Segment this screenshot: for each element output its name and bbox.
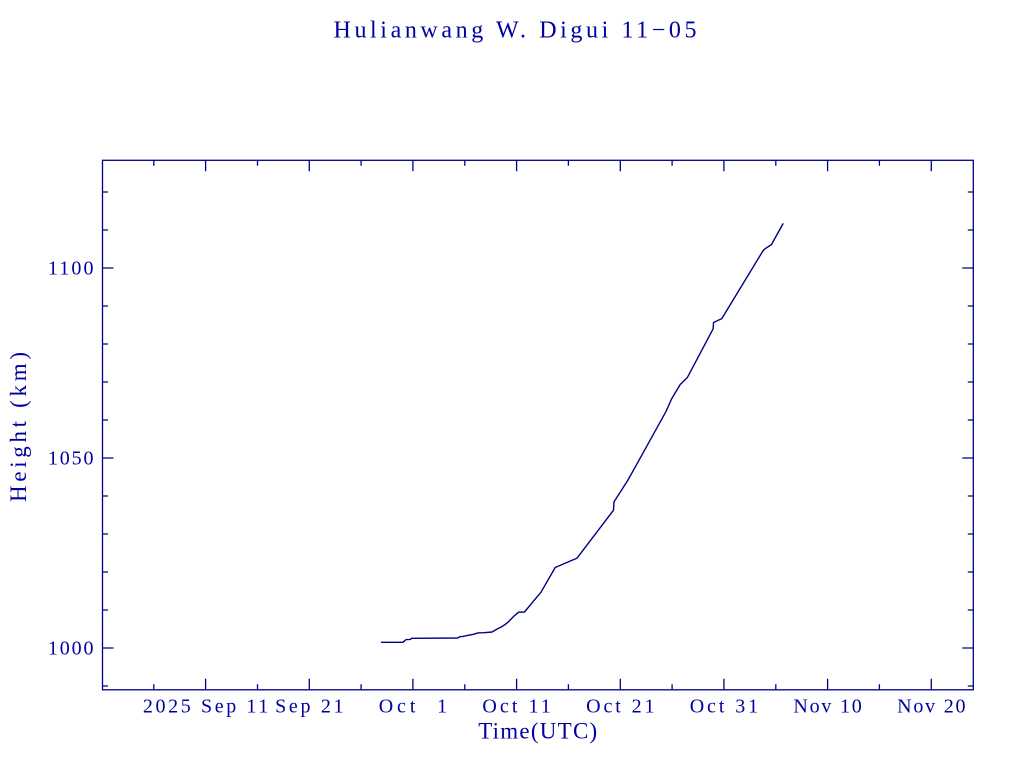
svg-text:1050: 1050 [48, 447, 94, 469]
svg-text:1000: 1000 [48, 637, 94, 659]
svg-text:Nov 10: Nov 10 [793, 695, 861, 717]
svg-text:Oct 11: Oct 11 [482, 695, 550, 717]
svg-text:Sep 21: Sep 21 [275, 695, 343, 717]
svg-text:Time(UTC): Time(UTC) [478, 718, 597, 743]
svg-text:2025 Sep 11: 2025 Sep 11 [143, 695, 268, 717]
svg-text:Oct 31: Oct 31 [690, 695, 758, 717]
svg-text:Hulianwang W. Digui 11−05: Hulianwang W. Digui 11−05 [334, 18, 697, 44]
svg-text:Nov 20: Nov 20 [897, 695, 965, 717]
svg-text:1100: 1100 [48, 257, 94, 279]
svg-text:Height (km): Height (km) [6, 352, 31, 502]
svg-text:Oct 21: Oct 21 [586, 695, 654, 717]
svg-text:Oct 1: Oct 1 [379, 695, 447, 717]
